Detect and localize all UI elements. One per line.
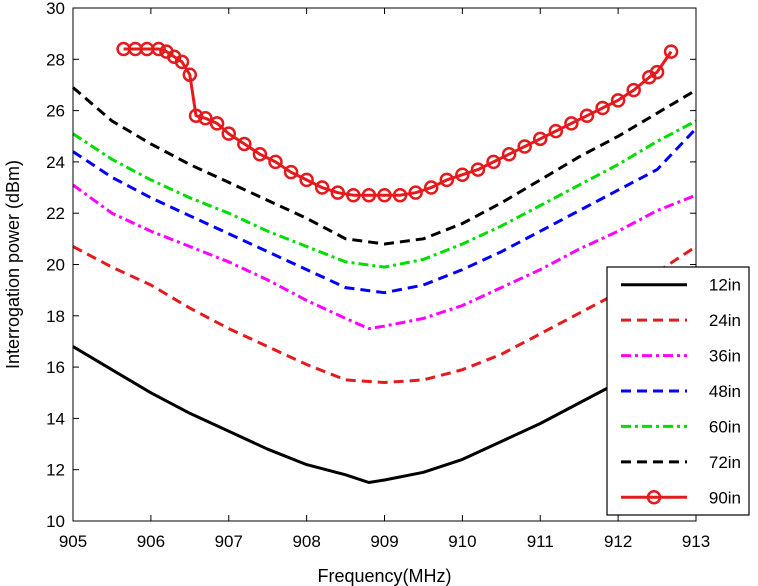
legend-label: 72in — [709, 453, 741, 472]
y-tick-label: 28 — [46, 50, 65, 69]
data-point — [188, 108, 204, 123]
legend-label: 24in — [709, 311, 741, 330]
data-point — [330, 185, 346, 200]
data-point — [579, 108, 595, 123]
y-tick-label: 22 — [46, 204, 65, 223]
legend-label: 12in — [709, 276, 741, 295]
data-point — [564, 116, 579, 131]
data-point — [486, 154, 501, 170]
legend-label: 48in — [709, 382, 741, 401]
x-tick-label: 912 — [604, 532, 632, 551]
data-point — [174, 54, 190, 70]
series-36in — [72, 183, 697, 331]
series-lines — [72, 41, 698, 484]
data-point — [198, 111, 213, 126]
y-tick-label: 14 — [46, 409, 65, 428]
y-tick-label: 24 — [46, 153, 65, 172]
series-line-60in — [72, 119, 697, 269]
y-tick-label: 20 — [46, 256, 65, 275]
data-point — [392, 187, 408, 203]
data-point — [649, 64, 665, 80]
data-point — [209, 116, 225, 131]
data-point — [408, 185, 423, 200]
data-point — [361, 187, 377, 203]
y-tick-label: 26 — [46, 102, 65, 121]
x-tick-label: 911 — [527, 532, 554, 551]
series-90in — [116, 41, 679, 203]
series-72in — [72, 86, 697, 246]
series-line-36in — [72, 183, 697, 331]
data-point — [501, 146, 517, 162]
data-point — [533, 131, 548, 147]
data-point — [252, 146, 268, 162]
y-tick-label: 12 — [46, 461, 65, 480]
legend-item: 60in — [621, 417, 741, 436]
series-line-12in — [72, 340, 697, 484]
series-48in — [72, 127, 698, 295]
data-point — [548, 123, 564, 139]
legend-label: 36in — [709, 347, 741, 366]
legend-marker — [646, 490, 662, 505]
y-axis-label: Interrogation power (dBm) — [3, 160, 23, 369]
data-point — [377, 187, 392, 203]
data-point — [283, 164, 299, 180]
data-point — [470, 162, 486, 177]
legend-item: 72in — [621, 453, 741, 472]
legend-item: 48in — [621, 382, 741, 401]
data-point — [423, 180, 439, 195]
x-tick-label: 909 — [370, 532, 398, 551]
legend-label: 90in — [709, 488, 741, 507]
series-line-24in — [72, 245, 697, 384]
data-point — [663, 44, 679, 59]
legend-item: 24in — [621, 311, 741, 330]
x-tick-label: 910 — [448, 532, 476, 551]
data-point — [346, 187, 361, 203]
data-point — [610, 93, 626, 108]
data-point — [151, 41, 166, 57]
x-tick-label: 907 — [215, 532, 243, 551]
series-60in — [72, 119, 697, 269]
y-tick-label: 10 — [46, 512, 65, 531]
data-point — [237, 136, 252, 152]
y-tick-label: 16 — [46, 358, 65, 377]
axes: 905 906 907 908 909 910 911 912 913 10 12 14 16 18 20 2… — [46, 0, 710, 551]
data-point — [626, 82, 641, 98]
x-tick-label: 908 — [292, 532, 320, 551]
data-point — [221, 126, 236, 141]
data-point — [314, 180, 330, 195]
data-point — [268, 154, 283, 170]
series-12in — [72, 340, 697, 484]
x-axis-label: Frequency(MHz) — [317, 566, 451, 586]
series-24in — [72, 245, 697, 384]
data-point — [595, 100, 610, 116]
data-point — [299, 172, 314, 188]
data-point — [455, 167, 470, 182]
data-point — [517, 139, 532, 154]
x-tick-label: 913 — [682, 532, 710, 551]
legend-label: 60in — [709, 417, 741, 436]
series-line-72in — [72, 86, 697, 246]
y-tick-label: 30 — [46, 0, 65, 18]
y-tick-label: 18 — [46, 307, 65, 326]
legend-item: 12in — [621, 276, 741, 295]
data-point — [182, 67, 198, 82]
plot-frame — [72, 7, 697, 522]
x-tick-label: 905 — [59, 532, 87, 551]
legend: 12in 24in 36in 48in 60in 72in 90in — [606, 266, 750, 516]
data-point — [439, 172, 455, 188]
series-line-48in — [72, 127, 698, 295]
legend-item: 36in — [621, 347, 741, 366]
x-tick-label: 906 — [137, 532, 165, 551]
legend-item: 90in — [621, 488, 741, 507]
